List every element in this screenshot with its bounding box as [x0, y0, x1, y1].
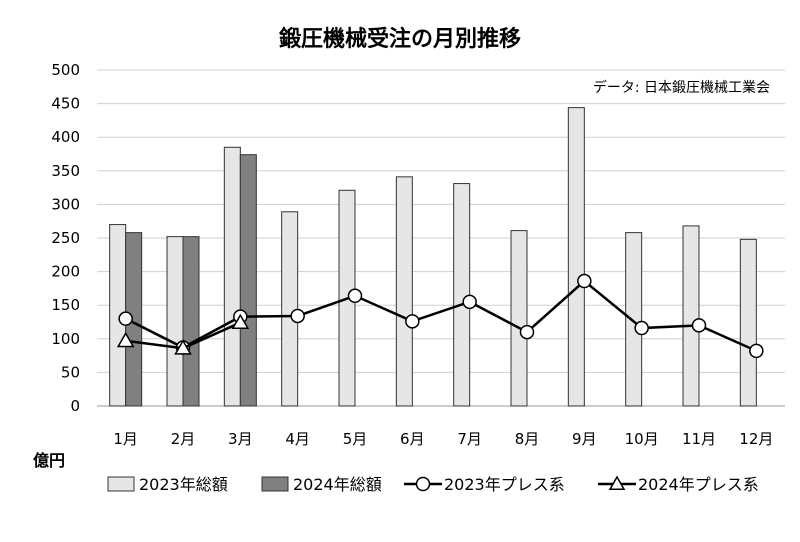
- legend-marker: [608, 475, 626, 490]
- series-line: [125, 279, 757, 353]
- x-tick-label: 3月: [228, 430, 253, 448]
- x-tick-label: 6月: [400, 430, 425, 448]
- point: [290, 308, 305, 324]
- x-tick-label: 9月: [572, 430, 597, 448]
- y-tick-label: 100: [51, 330, 80, 348]
- x-tick-label: 2月: [171, 430, 196, 448]
- point: [347, 288, 363, 304]
- bar: [239, 154, 257, 407]
- point: [634, 320, 649, 336]
- y-tick-label: 250: [51, 229, 80, 247]
- point: [405, 314, 420, 329]
- point: [519, 324, 535, 340]
- x-tick-label: 10月: [625, 430, 659, 448]
- y-tick-label: 50: [61, 363, 80, 381]
- lines: [116, 273, 764, 359]
- x-tick-label: 11月: [682, 430, 716, 448]
- bar: [625, 232, 643, 407]
- y-tick-label: 150: [51, 296, 80, 314]
- point: [116, 331, 135, 348]
- legend: 2023年総額 2024年総額 2023年プレス系 2024年プレス系: [107, 475, 759, 494]
- bar: [281, 211, 299, 407]
- y-tick-label: 200: [51, 263, 80, 281]
- point: [462, 294, 477, 310]
- legend-label: 2023年総額: [139, 475, 228, 494]
- x-tick-label: 7月: [457, 430, 482, 448]
- point: [577, 273, 592, 289]
- bar: [510, 230, 528, 407]
- bar: [182, 236, 200, 407]
- point: [749, 343, 764, 359]
- bar: [739, 238, 757, 407]
- legend-swatch: [107, 476, 135, 492]
- point: [174, 339, 192, 355]
- y-tick-label: 450: [51, 95, 80, 113]
- bar: [567, 107, 585, 407]
- legend-marker: [415, 476, 431, 492]
- source-note: データ: 日本鍛圧機械工業会: [593, 79, 770, 96]
- x-tick-label: 1月: [113, 430, 138, 448]
- bars: [109, 107, 757, 407]
- legend-label: 2024年総額: [293, 475, 382, 494]
- legend-label: 2023年プレス系: [444, 475, 565, 494]
- legend-swatch: [261, 476, 289, 492]
- y-tick-label: 500: [51, 61, 80, 79]
- y-tick-label: 400: [51, 128, 80, 146]
- bar: [166, 236, 184, 407]
- y-tick-label: 350: [51, 162, 80, 180]
- bar: [682, 225, 700, 407]
- legend-label: 2024年プレス系: [638, 475, 759, 494]
- x-tick-label: 4月: [285, 430, 310, 448]
- grid: [97, 69, 785, 407]
- bar: [453, 183, 471, 407]
- y-axis-unit-label: 億円: [33, 451, 65, 470]
- point: [691, 318, 707, 333]
- x-tick-label: 8月: [515, 430, 540, 448]
- y-tick-label: 300: [51, 195, 80, 213]
- bar: [395, 176, 413, 407]
- x-axis-ticks: 1月 2月 3月 4月 5月 6月 7月 8月 9月 10月 11月 12月: [113, 430, 773, 448]
- chart-title: 鍛圧機械受注の月別推移: [279, 26, 521, 52]
- y-axis-ticks: 0 50 100 150 200 250 300 350 400 450 500: [51, 61, 80, 415]
- y-tick-label: 0: [70, 397, 80, 415]
- point: [118, 311, 133, 326]
- point: [231, 313, 250, 330]
- x-tick-label: 5月: [343, 430, 368, 448]
- x-tick-label: 12月: [739, 430, 773, 448]
- bar: [223, 146, 241, 407]
